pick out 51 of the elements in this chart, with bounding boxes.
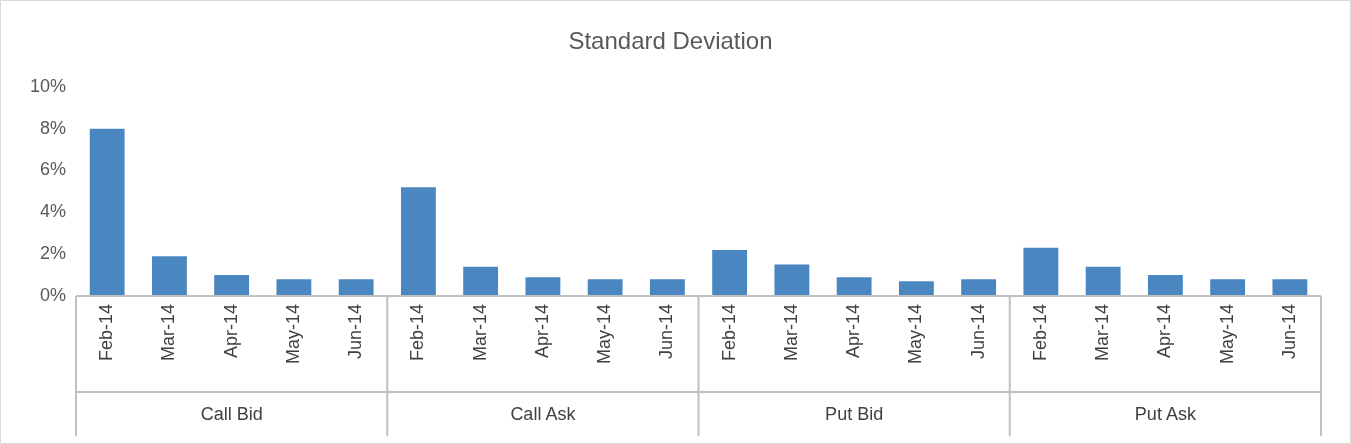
- y-tick-label: 0%: [40, 284, 67, 305]
- bar: [400, 187, 436, 296]
- bar: [151, 256, 187, 296]
- x-tick-label: Mar-14: [1092, 303, 1113, 361]
- bar: [712, 249, 748, 296]
- text: Call Ask: [510, 403, 577, 424]
- x-tick-label: Apr-14: [220, 303, 241, 359]
- text: Put Bid: [825, 403, 884, 424]
- bar: [525, 277, 561, 296]
- y-tick-label: 10%: [30, 75, 67, 96]
- x-tick-label: Feb-14: [96, 303, 117, 362]
- bar: [587, 279, 623, 296]
- x-tick-label: Feb-14: [718, 303, 739, 362]
- bar: [1147, 275, 1183, 296]
- x-tick-label: Mar-14: [469, 303, 490, 361]
- bar: [1210, 279, 1246, 296]
- y-tick-label: 2%: [40, 243, 67, 264]
- bar: [1272, 279, 1308, 296]
- bar: [276, 279, 312, 296]
- x-tick-label: May-14: [905, 303, 926, 365]
- x-tick-label: May-14: [594, 303, 615, 365]
- y-tick-label: 6%: [40, 159, 67, 180]
- x-tick-label: Jun-14: [967, 303, 988, 360]
- bar: [214, 275, 250, 296]
- bar: [463, 266, 499, 296]
- text: Put Ask: [1134, 403, 1197, 424]
- bar: [89, 128, 125, 296]
- x-tick-label: Jun-14: [345, 303, 366, 360]
- x-tick-label: May-14: [1216, 303, 1237, 365]
- bar: [774, 264, 810, 296]
- bar: [338, 279, 374, 296]
- chart-title: Standard Deviation: [568, 27, 773, 55]
- bar: [1023, 247, 1059, 296]
- x-tick-label: Feb-14: [407, 303, 428, 362]
- x-tick-label: May-14: [282, 303, 303, 365]
- x-tick-label: Apr-14: [531, 303, 552, 359]
- x-tick-label: Mar-14: [780, 303, 801, 361]
- x-tick-label: Jun-14: [656, 303, 677, 360]
- y-tick-label: 8%: [40, 117, 67, 138]
- y-tick-label: 4%: [40, 201, 67, 222]
- bar: [1085, 266, 1121, 296]
- bar: [836, 277, 872, 296]
- bar: [961, 279, 997, 296]
- x-tick-label: Mar-14: [158, 303, 179, 361]
- x-tick-label: Feb-14: [1029, 303, 1050, 362]
- bar: [649, 279, 685, 296]
- x-tick-label: Jun-14: [1278, 303, 1299, 360]
- bar: [898, 281, 934, 296]
- x-tick-label: Apr-14: [843, 303, 864, 359]
- x-tick-label: Apr-14: [1154, 303, 1175, 359]
- text: Call Bid: [200, 403, 263, 424]
